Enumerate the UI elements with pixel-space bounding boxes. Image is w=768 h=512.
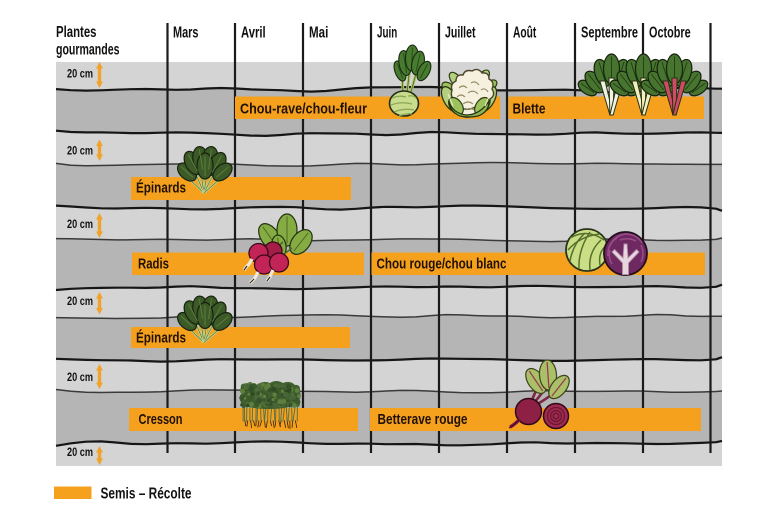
svg-text:20 cm: 20 cm (67, 372, 93, 384)
svg-text:20 cm: 20 cm (67, 219, 93, 231)
svg-text:Semis – Récolte: Semis – Récolte (101, 486, 192, 503)
svg-text:gourmandes: gourmandes (56, 42, 120, 59)
svg-text:Épinards: Épinards (136, 180, 186, 197)
svg-text:Avril: Avril (241, 25, 266, 42)
svg-text:20 cm: 20 cm (67, 146, 93, 158)
svg-text:Août: Août (513, 25, 537, 42)
svg-text:Plantes: Plantes (56, 24, 97, 41)
svg-text:Betterave rouge: Betterave rouge (378, 411, 468, 428)
svg-text:Mars: Mars (173, 25, 199, 42)
svg-text:Mai: Mai (309, 25, 328, 42)
svg-text:Chou-rave/chou-fleur: Chou-rave/chou-fleur (240, 101, 367, 118)
svg-text:Juin: Juin (377, 25, 397, 42)
svg-text:Septembre: Septembre (581, 25, 638, 42)
svg-text:20 cm: 20 cm (67, 69, 93, 81)
svg-text:Chou rouge/chou blanc: Chou rouge/chou blanc (377, 256, 507, 273)
svg-text:Juillet: Juillet (445, 25, 476, 42)
svg-text:Octobre: Octobre (649, 25, 691, 42)
svg-text:Cresson: Cresson (139, 411, 183, 428)
svg-text:Radis: Radis (138, 256, 169, 273)
svg-text:20 cm: 20 cm (67, 296, 93, 308)
svg-text:Épinards: Épinards (136, 330, 186, 347)
svg-text:Blette: Blette (513, 101, 546, 118)
svg-text:20 cm: 20 cm (67, 447, 93, 459)
